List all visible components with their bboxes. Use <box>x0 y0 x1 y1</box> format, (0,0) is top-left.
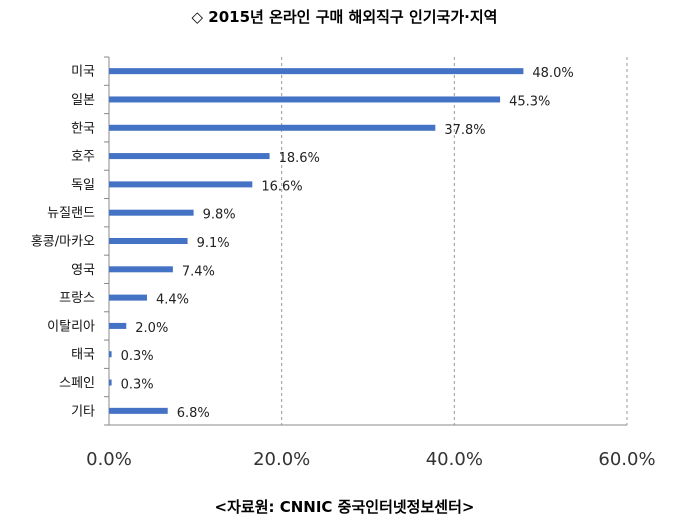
bar <box>109 407 168 414</box>
value-label: 2.0% <box>135 321 168 336</box>
bar <box>109 294 147 301</box>
bar <box>109 266 173 273</box>
chart-source: <자료원: CNNIC 중국인터넷정보센터> <box>214 498 475 516</box>
labels: 0.0% 20.0% 40.0% 60.0% 미국 48.0% 일본 45.3% 한국 37.8%… <box>31 65 656 470</box>
category-label: 프랑스 <box>59 291 95 306</box>
x-tick-label: 0.0% <box>86 449 132 470</box>
x-tick-label: 60.0% <box>598 449 655 470</box>
category-label: 한국 <box>71 121 95 136</box>
value-label: 45.3% <box>509 94 550 109</box>
bar <box>109 153 270 160</box>
value-label: 9.1% <box>197 236 230 251</box>
category-label: 영국 <box>71 263 95 278</box>
bar <box>109 181 253 188</box>
category-label: 미국 <box>71 65 95 80</box>
category-label: 태국 <box>71 348 95 363</box>
x-tick-label: 20.0% <box>253 449 310 470</box>
category-label: 홍콩/마카오 <box>31 235 95 250</box>
category-label: 기타 <box>71 404 95 419</box>
bar <box>109 351 112 358</box>
value-label: 6.8% <box>177 406 210 421</box>
value-label: 48.0% <box>532 66 573 81</box>
bar <box>109 322 127 329</box>
bar <box>109 379 112 386</box>
bar <box>109 238 188 244</box>
value-label: 0.3% <box>121 349 154 364</box>
bar <box>109 124 436 131</box>
bar-chart: 0.0% 20.0% 40.0% 60.0% 미국 48.0% 일본 45.3% 한국 37.8%… <box>31 56 656 470</box>
bar <box>109 96 501 103</box>
category-label: 뉴질랜드 <box>47 206 95 221</box>
x-tick-label: 40.0% <box>426 449 483 470</box>
value-label: 7.4% <box>182 264 215 279</box>
category-label: 독일 <box>71 178 95 193</box>
value-label: 37.8% <box>444 123 485 138</box>
value-label: 16.6% <box>261 179 302 194</box>
chart-title: ◇ 2015년 온라인 구매 해외직구 인기국가·지역 <box>191 8 498 26</box>
category-label: 이탈리아 <box>47 319 95 334</box>
bar <box>109 209 194 216</box>
category-label: 스페인 <box>59 376 95 391</box>
value-label: 0.3% <box>121 378 154 393</box>
bar <box>109 68 524 75</box>
category-label: 일본 <box>71 93 95 108</box>
grid-lines <box>281 57 628 425</box>
category-label: 호주 <box>71 150 95 165</box>
value-label: 4.4% <box>156 293 189 308</box>
value-label: 9.8% <box>203 208 236 223</box>
bars <box>109 68 524 414</box>
value-label: 18.6% <box>279 151 320 166</box>
